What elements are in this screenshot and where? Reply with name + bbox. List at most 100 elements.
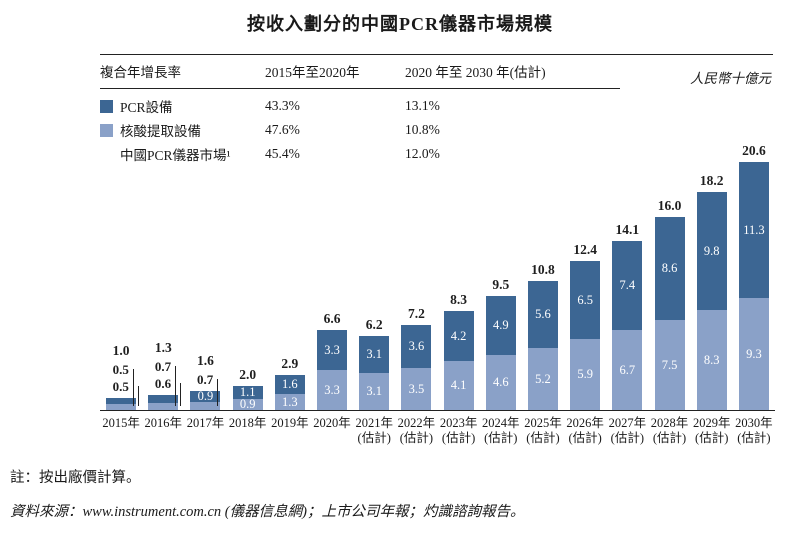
stacked-bar: 1.1 0.9	[232, 385, 263, 412]
cagr-header-metric: 複合年增長率	[100, 65, 181, 80]
extraction-equipment-segment: 3.5	[401, 368, 432, 410]
extraction-segment-value: 8.3	[703, 352, 720, 367]
pcr-segment-value: 6.5	[577, 292, 593, 307]
extraction-equipment-segment: 1.3	[274, 394, 305, 410]
bar-group: 9.8 8.3 18.2	[691, 150, 733, 410]
bar-total-label: 1.3	[154, 340, 172, 355]
pcr-equipment-segment: 3.3	[317, 330, 348, 370]
x-axis-label: 2019年	[271, 416, 309, 430]
extraction-segment-value: 5.2	[535, 371, 551, 386]
pcr-equipment-segment: 0.9	[190, 389, 221, 404]
extraction-segment-value: 4.1	[450, 378, 467, 393]
outside-segment-labels: 0.5 0.5	[113, 361, 129, 395]
pcr-segment-value: 11.3	[743, 222, 765, 237]
pcr-cagr-2015-2020: 43.3%	[265, 98, 300, 113]
bar-group: 4.9 4.6 9.5	[480, 150, 522, 410]
pcr-segment-value: 3.3	[324, 342, 340, 357]
bar-total-label: 20.6	[742, 143, 766, 158]
bars-area: 0.5 0.5 1.0 0.7 0.6 1.3 0.9 0.7 1.6 1.1 0.9 2.0 1.6 1…	[100, 143, 775, 411]
extraction-equipment-segment: 7.5	[654, 320, 685, 410]
pcr-equipment-segment: 7.4	[612, 241, 643, 330]
outside-segment-value: 0.7	[197, 372, 214, 387]
stacked-bar: 9.8 8.3	[696, 192, 727, 410]
bar-total-label: 2.9	[281, 356, 299, 371]
extraction-segment-value: 1.3	[282, 394, 298, 409]
pcr-segment-value: 9.8	[703, 243, 720, 258]
extraction-equipment-segment: 5.2	[527, 348, 558, 410]
bar-total-label: 1.0	[112, 343, 130, 358]
outside-segment-value: 0.5	[112, 379, 129, 394]
stacked-bar: 4.9 4.6	[485, 296, 516, 410]
legend-label-extraction: 核酸提取設備	[120, 124, 201, 139]
stacked-bar: 11.3 9.3	[738, 162, 769, 410]
x-axis-label: 2030年 (估計)	[735, 416, 773, 445]
leader-line	[217, 379, 219, 406]
extraction-equipment-segment: 4.1	[443, 361, 474, 410]
legend-row-total-market: 中國PCR儀器市場¹ 45.4% 12.0%	[100, 144, 620, 164]
bar-group: 1.1 0.9 2.0	[227, 150, 269, 410]
pcr-equipment-segment: 9.8	[696, 192, 727, 310]
leader-line	[133, 369, 135, 406]
bar-group: 11.3 9.3 20.6	[733, 143, 775, 410]
extraction-cagr-2015-2020: 47.6%	[265, 122, 300, 137]
extraction-equipment-segment: 5.9	[570, 339, 601, 410]
total-market-cagr-2020-2030: 12.0%	[405, 146, 440, 161]
bar-total-label: 1.6	[197, 353, 214, 368]
extraction-segment-value: 5.9	[577, 367, 593, 382]
pcr-equipment-segment	[106, 398, 137, 404]
x-axis-label: 2025年 (估計)	[524, 416, 562, 445]
cagr-header-2015-2020: 2015年至2020年	[265, 65, 360, 80]
pcr-segment-value: 1.1	[239, 385, 256, 400]
bar-total-label: 16.0	[657, 198, 682, 213]
total-market-cagr-2015-2020: 45.4%	[265, 146, 300, 161]
unit-label: 人民幣十億元	[690, 71, 771, 86]
outside-segment-labels: 0.7	[197, 371, 213, 388]
extraction-segment-value: 4.6	[492, 375, 509, 390]
pcr-segment-value: 3.6	[408, 339, 425, 354]
bar-group: 3.6 3.5 7.2	[395, 150, 437, 410]
stacked-bar: 5.6 5.2	[527, 281, 558, 410]
leader-line	[180, 383, 182, 406]
x-axis-label: 2021年 (估計)	[355, 416, 393, 445]
x-axis-labels: 2015年 2016年 2017年 2018年 2019年 2020年 2021年 (估計) 2…	[100, 411, 775, 446]
cagr-table-header: 複合年增長率 2015年至2020年 2020 年至 2030 年(估計)	[100, 55, 620, 89]
extraction-equipment-segment: 3.3	[317, 370, 348, 410]
x-axis-label: 2028年 (估計)	[650, 416, 689, 445]
bar-group: 5.6 5.2 10.8	[522, 150, 564, 410]
bar-total-label: 14.1	[615, 222, 640, 237]
bar-group: 4.2 4.1 8.3	[438, 150, 480, 410]
stacked-bar: 4.2 4.1	[443, 311, 474, 410]
pcr-equipment-segment: 11.3	[738, 162, 769, 298]
extraction-segment-value: 0.9	[239, 397, 256, 412]
pcr-segment-value: 7.4	[619, 278, 636, 293]
stacked-bar-chart: 0.5 0.5 1.0 0.7 0.6 1.3 0.9 0.7 1.6 1.1 0.9 2.0 1.6 1…	[100, 143, 775, 446]
outside-segment-value: 0.7	[154, 359, 172, 374]
legend-label-pcr: PCR設備	[120, 100, 173, 115]
pcr-equipment-segment	[148, 395, 179, 403]
extraction-equipment-segment	[106, 404, 137, 410]
pcr-segment-value: 0.9	[197, 389, 214, 404]
bar-group: 8.6 7.5 16.0	[648, 150, 690, 410]
pcr-equipment-segment: 4.9	[485, 296, 516, 355]
bar-total-label: 2.0	[239, 367, 257, 382]
outside-segment-value: 0.5	[112, 362, 129, 377]
x-axis-label: 2017年	[186, 416, 225, 430]
bar-total-label: 6.6	[323, 311, 341, 326]
pcr-segment-value: 5.6	[535, 307, 551, 322]
pcr-equipment-segment: 1.6	[274, 375, 305, 394]
leader-line	[138, 386, 140, 406]
bar-group: 0.7 0.6 1.3	[142, 150, 184, 410]
extraction-segment-value: 3.3	[324, 382, 340, 397]
legend-row-pcr: PCR設備 43.3% 13.1%	[100, 96, 620, 116]
stacked-bar: 3.3 3.3	[317, 330, 348, 410]
pcr-segment-value: 8.6	[661, 261, 678, 276]
extraction-cagr-2020-2030: 10.8%	[405, 122, 440, 137]
footnote: 註：按出廠價計算。	[10, 470, 141, 486]
pcr-equipment-segment: 3.1	[359, 336, 390, 373]
x-axis-label: 2027年 (估計)	[608, 416, 647, 445]
stacked-bar: 6.5 5.9	[570, 261, 601, 410]
bar-total-label: 8.3	[450, 292, 468, 307]
bar-group: 3.3 3.3 6.6	[311, 150, 353, 410]
stacked-bar	[106, 398, 137, 410]
pcr-equipment-segment: 5.6	[527, 281, 558, 348]
